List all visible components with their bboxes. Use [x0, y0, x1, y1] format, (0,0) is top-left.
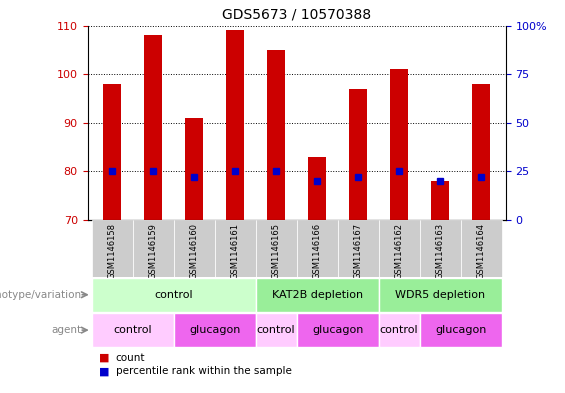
Text: WDR5 depletion: WDR5 depletion	[395, 290, 485, 300]
Bar	[103, 84, 121, 220]
Bar	[255, 220, 297, 277]
Text: control: control	[154, 290, 193, 300]
Bar	[460, 220, 502, 277]
Text: glucagon: glucagon	[189, 325, 240, 335]
Text: GSM1146164: GSM1146164	[477, 223, 485, 279]
Bar	[173, 313, 255, 347]
Text: percentile rank within the sample: percentile rank within the sample	[116, 366, 292, 376]
Text: genotype/variation: genotype/variation	[0, 290, 82, 300]
Bar	[255, 313, 297, 347]
Text: KAT2B depletion: KAT2B depletion	[272, 290, 363, 300]
Text: agent: agent	[52, 325, 82, 335]
Text: ■: ■	[99, 366, 110, 376]
Text: GSM1146166: GSM1146166	[312, 223, 321, 279]
Text: GSM1146162: GSM1146162	[394, 223, 403, 279]
Bar	[379, 220, 420, 277]
Text: control: control	[257, 325, 295, 335]
Text: glucagon: glucagon	[435, 325, 486, 335]
Text: GSM1146160: GSM1146160	[190, 223, 199, 279]
Text: control: control	[380, 325, 419, 335]
Bar	[267, 50, 285, 220]
Bar	[420, 220, 460, 277]
Text: GSM1146167: GSM1146167	[354, 223, 363, 279]
Bar	[92, 220, 133, 277]
Bar	[390, 69, 408, 220]
Bar	[420, 313, 502, 347]
Bar	[379, 278, 502, 312]
Bar	[255, 278, 379, 312]
Bar	[173, 220, 215, 277]
Bar	[92, 278, 255, 312]
Title: GDS5673 / 10570388: GDS5673 / 10570388	[222, 7, 371, 22]
Bar	[308, 157, 327, 220]
Bar	[472, 84, 490, 220]
Text: GSM1146165: GSM1146165	[272, 223, 281, 279]
Text: GSM1146158: GSM1146158	[108, 223, 116, 279]
Bar	[185, 118, 203, 220]
Text: GSM1146161: GSM1146161	[231, 223, 240, 279]
Text: count: count	[116, 353, 145, 363]
Bar	[297, 313, 379, 347]
Text: ■: ■	[99, 353, 110, 363]
Text: GSM1146163: GSM1146163	[436, 223, 445, 279]
Bar	[338, 220, 379, 277]
Bar	[379, 313, 420, 347]
Text: control: control	[114, 325, 152, 335]
Bar	[215, 220, 255, 277]
Text: GSM1146159: GSM1146159	[149, 223, 158, 279]
Bar	[92, 313, 173, 347]
Bar	[431, 181, 449, 220]
Bar	[297, 220, 338, 277]
Bar	[144, 35, 162, 220]
Bar	[226, 30, 245, 220]
Bar	[349, 89, 367, 220]
Bar	[133, 220, 173, 277]
Text: glucagon: glucagon	[312, 325, 363, 335]
